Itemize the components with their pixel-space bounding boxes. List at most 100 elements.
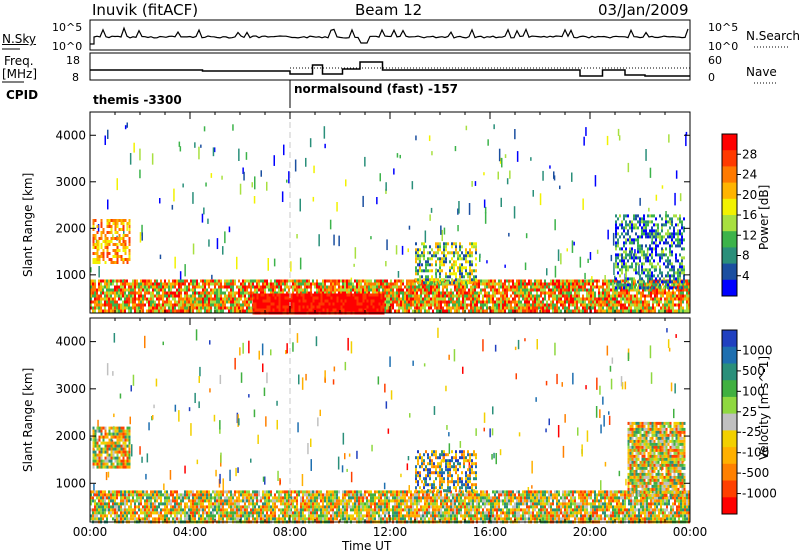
power-cell <box>453 281 455 285</box>
power-cell <box>550 303 552 307</box>
power-cell <box>514 306 516 310</box>
power-cell <box>665 214 667 218</box>
power-cell <box>328 302 331 306</box>
power-cell <box>480 303 482 307</box>
power-cell <box>434 303 436 307</box>
power-cell <box>152 291 154 295</box>
power-cell <box>622 288 624 292</box>
power-cell <box>244 303 246 307</box>
power-cell <box>667 280 669 284</box>
power-cell <box>372 305 375 309</box>
power-cell <box>374 279 376 283</box>
power-cell <box>258 299 261 303</box>
power-cell <box>258 282 260 286</box>
power-cell <box>380 293 383 297</box>
power-cell <box>514 300 516 304</box>
power-cell <box>669 250 671 254</box>
power-cell <box>168 306 170 310</box>
velocity-cell <box>112 499 114 503</box>
velocity-cell <box>108 490 110 494</box>
power-cell <box>675 256 677 260</box>
power-cell <box>120 285 122 289</box>
power-cell <box>470 300 472 304</box>
power-cell <box>449 266 451 270</box>
power-cell <box>443 260 445 264</box>
power-cell <box>104 309 106 313</box>
power-cell <box>578 306 580 310</box>
power-cell <box>284 293 287 297</box>
power-cell <box>106 237 109 240</box>
power-cell <box>536 294 538 298</box>
power-cell <box>620 288 622 292</box>
power-cell <box>100 255 103 258</box>
power-cell <box>621 262 623 266</box>
power-cell <box>128 255 131 258</box>
beam-title: Beam 12 <box>355 1 423 19</box>
power-cell <box>338 299 341 303</box>
power-cell <box>274 293 277 297</box>
power-speck <box>610 254 613 262</box>
power-cell <box>352 299 355 303</box>
power-cell <box>552 282 554 286</box>
power-cell <box>683 265 685 269</box>
power-cell <box>622 291 624 295</box>
power-cell <box>643 229 645 233</box>
power-cell <box>122 222 125 225</box>
power-cell <box>470 291 472 295</box>
power-cell <box>530 294 532 298</box>
power-cell <box>196 291 198 295</box>
power-cell <box>138 300 140 304</box>
power-cell <box>400 285 402 289</box>
velocity-cell <box>90 514 92 518</box>
power-cell <box>656 297 658 301</box>
power-cell <box>402 297 404 301</box>
power-cell <box>647 280 649 284</box>
power-cell <box>218 300 220 304</box>
power-speck <box>457 208 459 215</box>
power-cell <box>435 260 437 264</box>
power-cell <box>202 306 204 310</box>
power-cell <box>300 299 303 303</box>
power-speck <box>283 144 285 156</box>
velocity-cell <box>112 505 114 509</box>
power-cell <box>282 296 285 300</box>
power-cell <box>448 303 450 307</box>
power-cell <box>392 300 394 304</box>
power-cell <box>110 300 112 304</box>
power-cell <box>342 282 344 286</box>
power-cell <box>362 285 364 289</box>
power-cell <box>278 285 280 289</box>
power-cell <box>629 235 631 239</box>
power-speck <box>662 249 665 254</box>
power-cell <box>460 303 462 307</box>
power-cell <box>516 282 518 286</box>
power-cell <box>658 291 660 295</box>
power-cell <box>667 283 669 287</box>
power-cell <box>496 297 498 301</box>
power-cell <box>304 282 306 286</box>
power-cell <box>504 303 506 307</box>
velocity-speck <box>535 397 537 402</box>
power-cell <box>148 300 150 304</box>
freq-right-tick-top: 60 <box>708 54 722 67</box>
power-cell <box>492 297 494 301</box>
power-speck <box>211 274 213 280</box>
power-cell <box>628 306 630 310</box>
power-cell <box>642 306 644 310</box>
power-cell <box>643 286 645 290</box>
power-cell <box>684 294 686 298</box>
power-cell <box>624 303 626 307</box>
power-cell <box>234 279 236 283</box>
power-cell <box>298 285 300 289</box>
power-cell <box>294 288 296 292</box>
power-cell <box>665 223 667 227</box>
power-cell <box>474 285 476 289</box>
power-speck <box>468 203 471 215</box>
power-cell <box>628 303 630 307</box>
power-cell <box>372 291 374 295</box>
power-cell <box>164 288 166 292</box>
power-cell <box>552 309 554 313</box>
power-cell <box>238 294 240 298</box>
power-cell <box>270 296 273 300</box>
